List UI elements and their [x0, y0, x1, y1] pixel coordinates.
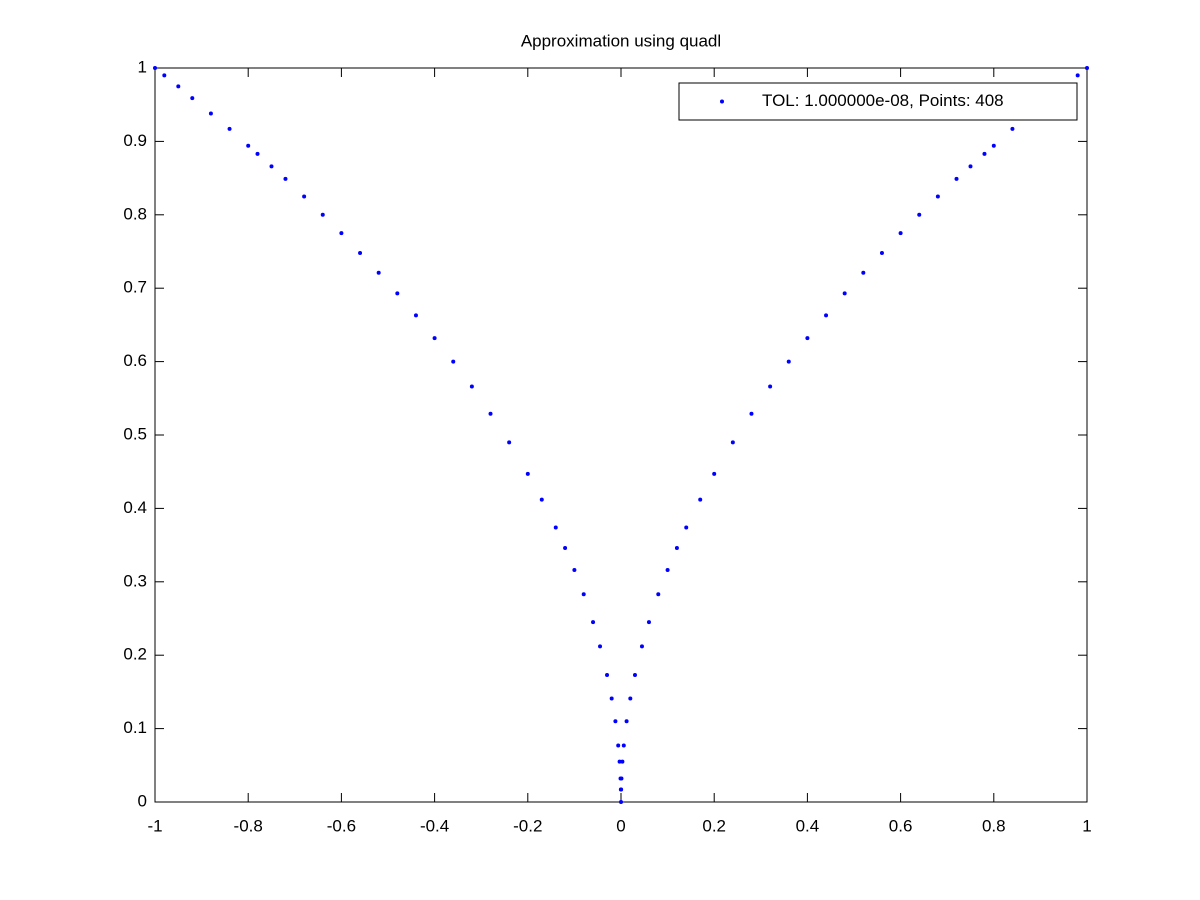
data-point — [628, 696, 633, 701]
data-point — [162, 73, 167, 78]
data-point — [632, 673, 637, 678]
data-point — [605, 673, 610, 678]
data-point — [563, 546, 568, 551]
data-point — [320, 212, 325, 217]
x-tick-label: -0.8 — [234, 816, 263, 835]
data-point — [935, 194, 940, 199]
x-tick-label: 0.4 — [796, 816, 820, 835]
y-tick-label: 1 — [138, 57, 147, 76]
y-tick-label: 0.8 — [123, 204, 147, 223]
data-point — [619, 776, 624, 781]
data-point — [898, 231, 903, 236]
data-point — [358, 250, 363, 255]
y-tick-label: 0.4 — [123, 498, 147, 517]
data-point — [488, 411, 493, 416]
x-tick-label: -0.4 — [420, 816, 449, 835]
data-point — [954, 176, 959, 181]
x-tick-label: 0.6 — [889, 816, 913, 835]
y-tick-label: 0.7 — [123, 278, 147, 297]
y-tick-label: 0.3 — [123, 571, 147, 590]
data-point — [302, 194, 307, 199]
legend-marker — [720, 99, 724, 104]
data-point — [712, 471, 717, 476]
data-point — [1010, 126, 1015, 131]
data-point — [539, 497, 544, 502]
data-point — [413, 313, 418, 318]
x-tick-label: -1 — [147, 816, 162, 835]
y-tick-label: 0.5 — [123, 424, 147, 443]
data-point — [269, 164, 274, 169]
y-tick-label: 0 — [138, 791, 147, 810]
data-point — [395, 291, 400, 296]
data-point — [620, 759, 625, 764]
data-point — [730, 440, 735, 445]
data-point — [842, 291, 847, 296]
data-point — [432, 336, 437, 341]
data-point — [665, 568, 670, 573]
data-point — [1075, 73, 1080, 78]
data-point — [991, 143, 996, 148]
data-point — [153, 66, 157, 70]
data-point — [572, 568, 577, 573]
chart-title: Approximation using quadl — [521, 31, 721, 50]
data-point — [698, 497, 703, 502]
data-point — [982, 151, 987, 156]
data-point — [684, 525, 689, 530]
data-point — [616, 743, 621, 748]
data-point — [176, 84, 181, 89]
data-point — [613, 719, 618, 724]
data-point — [619, 800, 623, 804]
data-point — [879, 250, 884, 255]
legend-box — [678, 82, 1078, 121]
data-point — [339, 231, 344, 236]
data-point — [1085, 66, 1089, 70]
data-point — [639, 644, 644, 649]
x-tick-label: 0.8 — [982, 816, 1006, 835]
data-point — [507, 440, 512, 445]
data-point — [255, 151, 260, 156]
data-point — [376, 270, 381, 275]
data-point — [208, 111, 213, 116]
y-tick-label: 0.1 — [123, 718, 147, 737]
x-tick-label: 1 — [1082, 816, 1091, 835]
data-point — [968, 164, 973, 169]
data-point — [581, 592, 586, 597]
data-point — [656, 592, 661, 597]
x-tick-label: -0.6 — [327, 816, 356, 835]
data-point — [624, 719, 629, 724]
data-point — [283, 176, 288, 181]
legend-label: TOL: 1.000000e-08, Points: 408 — [762, 91, 1004, 110]
data-point — [917, 212, 922, 217]
x-tick-label: 0 — [616, 816, 625, 835]
data-point — [598, 644, 603, 649]
data-point — [619, 787, 624, 792]
data-point — [674, 546, 679, 551]
data-point — [786, 359, 791, 364]
data-point — [768, 384, 773, 389]
y-tick-label: 0.9 — [123, 131, 147, 150]
y-tick-label: 0.6 — [123, 351, 147, 370]
data-point — [861, 270, 866, 275]
data-point — [646, 620, 651, 625]
data-point — [469, 384, 474, 389]
x-tick-label: 0.2 — [702, 816, 726, 835]
data-point — [451, 359, 456, 364]
data-point — [621, 743, 626, 748]
data-point — [246, 143, 251, 148]
data-point — [525, 471, 530, 476]
data-point — [749, 411, 754, 416]
data-point — [609, 696, 614, 701]
data-point — [227, 126, 232, 131]
data-point — [591, 620, 596, 625]
data-point — [190, 96, 195, 101]
data-point — [824, 313, 829, 318]
x-tick-label: -0.2 — [513, 816, 542, 835]
data-point — [553, 525, 558, 530]
data-point — [805, 336, 810, 341]
plot-area — [154, 67, 1088, 803]
y-tick-label: 0.2 — [123, 645, 147, 664]
data-point — [617, 759, 622, 764]
